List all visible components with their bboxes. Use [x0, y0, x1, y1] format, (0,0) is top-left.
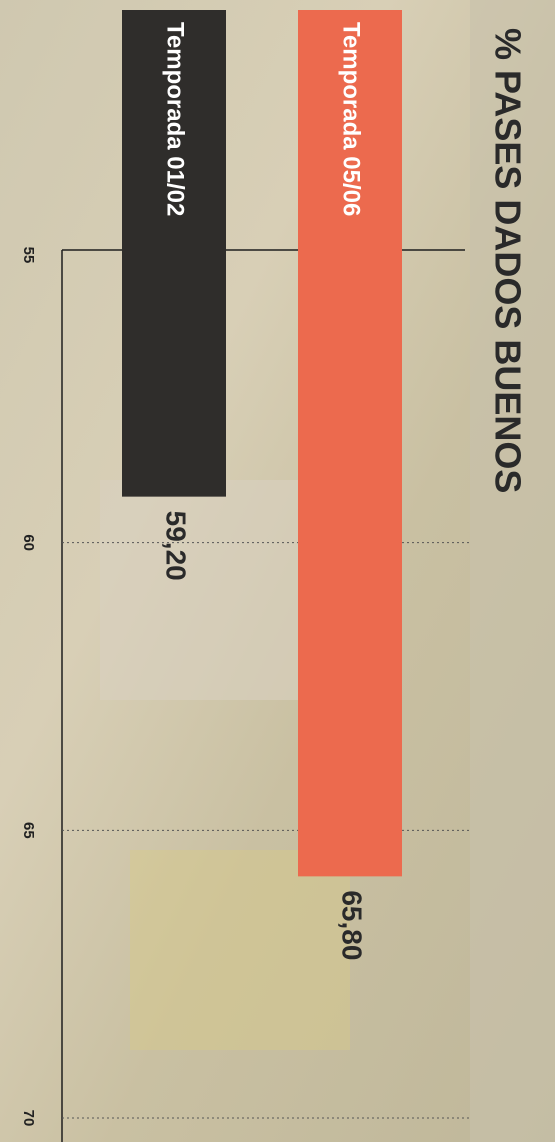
y-tick-label: 70 — [20, 1110, 37, 1127]
y-tick-label: 55 — [20, 247, 37, 264]
y-tick-label: 65 — [20, 822, 37, 839]
photo-patch — [130, 850, 350, 1050]
value-label: 65,80 — [337, 890, 368, 960]
category-label: Temporada 01/02 — [162, 22, 189, 216]
chart: % PASES DADOS BUENOS 55 60 65 70 Temporada 0… — [0, 0, 555, 1142]
value-label: 59,20 — [161, 511, 192, 581]
category-label: Temporada 05/06 — [338, 22, 365, 216]
y-tick-label: 60 — [20, 534, 37, 551]
chart-title: % PASES DADOS BUENOS — [487, 28, 528, 493]
